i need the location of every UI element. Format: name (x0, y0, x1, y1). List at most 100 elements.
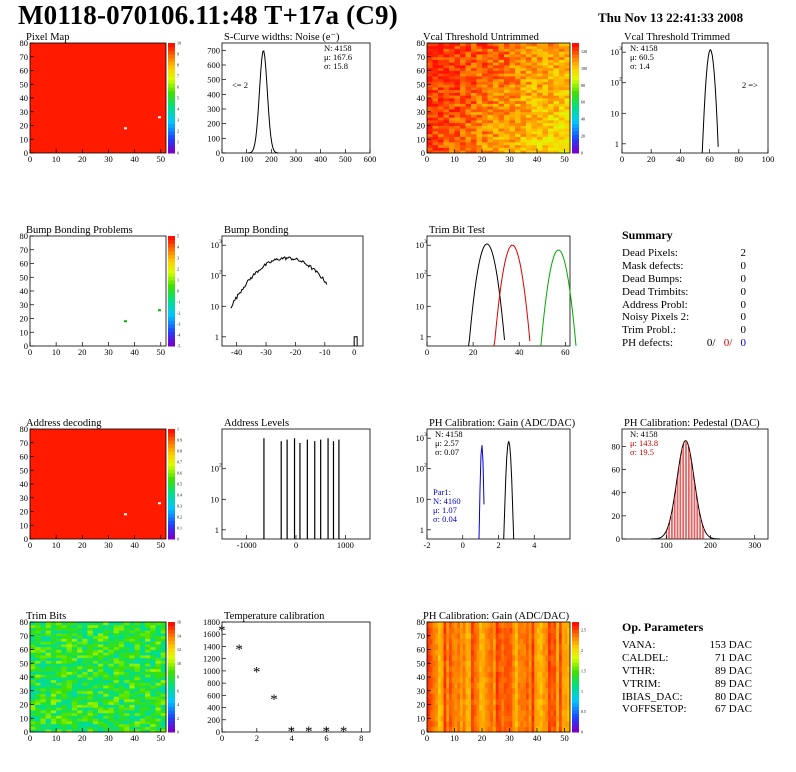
heatmap-cell (454, 106, 461, 110)
heatmap-cell (526, 147, 532, 151)
heatmap-cell (139, 696, 146, 700)
colorbar-tick-label: 0.9 (177, 438, 182, 443)
heatmap-cell (118, 641, 125, 645)
heatmap-cell (77, 693, 83, 697)
heatmap-cell (531, 660, 535, 667)
heatmap-cell (145, 644, 151, 648)
colorbar-segment (572, 94, 579, 99)
heatmap-cell (432, 644, 436, 650)
x-tick-label: 0 (28, 154, 32, 164)
heatmap-cell (561, 649, 565, 656)
heatmap-cell (482, 715, 486, 722)
heatmap-cell (87, 666, 94, 670)
heatmap-cell (443, 100, 450, 104)
heatmap-cell (465, 638, 469, 645)
heatmap-cell (451, 677, 455, 683)
colorbar-segment (168, 243, 175, 248)
y-tick-label: 10 (417, 713, 426, 723)
heatmap-cell (553, 114, 560, 118)
heatmap-cell (45, 624, 52, 628)
heatmap-cell (504, 710, 508, 716)
table-row: Noisy Pixels 2: 0 (622, 311, 746, 324)
heatmap-cell (567, 644, 571, 650)
heatmap-cell (515, 144, 521, 148)
heatmap-cell (471, 142, 477, 146)
heatmap-cell (556, 633, 560, 639)
heatmap-cell (438, 688, 442, 694)
y-tick-label: 80 (20, 231, 29, 241)
heatmap-cell (82, 674, 88, 678)
heatmap-cell (526, 682, 530, 689)
heatmap-cell (526, 133, 532, 137)
heatmap-cell (537, 125, 543, 129)
heatmap-cell (443, 51, 450, 55)
colorbar-segment (168, 145, 175, 150)
histogram-line (230, 256, 328, 309)
heatmap-cell (113, 633, 120, 637)
heatmap-cell (118, 674, 125, 678)
heatmap-cell (548, 117, 554, 121)
heatmap-cell (526, 142, 532, 146)
heatmap-cell (509, 693, 513, 700)
heatmap-cell (473, 677, 477, 683)
heatmap-cell (451, 699, 455, 705)
heatmap-cell (515, 117, 521, 121)
heatmap-cell (87, 688, 94, 692)
colorbar-segment (168, 283, 175, 288)
row-label: IBIAS_DAC: (622, 690, 683, 703)
row-value: 0 (740, 298, 747, 311)
heatmap-cell (512, 682, 516, 689)
heatmap-cell (542, 693, 546, 700)
heatmap-cell (443, 128, 450, 132)
heatmap-cell (118, 712, 125, 716)
heatmap-cell (87, 677, 94, 681)
heatmap-cell (443, 622, 447, 628)
heatmap-cell (35, 663, 41, 667)
heatmap-cell (71, 638, 78, 642)
heatmap-cell (531, 693, 535, 700)
heatmap-cell (465, 633, 469, 639)
colorbar-segment (168, 327, 175, 332)
heatmap-cell (548, 699, 552, 705)
heatmap-cell (487, 54, 494, 58)
heatmap-cell (482, 699, 486, 705)
heatmap-cell (145, 627, 151, 631)
heatmap-cell (498, 125, 505, 129)
x-tick-label: 20 (478, 154, 487, 164)
heatmap-cell (139, 729, 146, 733)
colorbar-tick-label: 0 (177, 151, 179, 156)
heatmap-cell (526, 45, 532, 49)
y-tick-label: 1 (215, 332, 219, 342)
x-tick-label: 0 (425, 154, 429, 164)
heatmap-cell (429, 682, 433, 689)
heatmap-cell (118, 677, 125, 681)
heatmap-cell (498, 76, 505, 80)
heatmap-cell (487, 65, 494, 69)
heatmap-cell (155, 644, 162, 648)
heatmap-cell (504, 65, 510, 69)
heatmap-cell (471, 660, 475, 667)
chart-title: Trim Bits (26, 611, 66, 622)
heatmap-cell (150, 726, 156, 730)
heatmap-cell (490, 726, 494, 733)
heatmap-cell (531, 726, 535, 733)
y-tick-label: 20 (20, 507, 29, 517)
heatmap-cell (564, 117, 571, 121)
heatmap-cell (40, 660, 47, 664)
heatmap-cell (98, 641, 104, 645)
heatmap-cell (427, 59, 433, 63)
heatmap-cell (567, 704, 571, 711)
x-tick-label: 50 (157, 154, 166, 164)
heatmap-cell (155, 646, 162, 650)
heatmap-cell (528, 622, 532, 628)
heatmap-cell (509, 59, 516, 63)
x-tick-label: 40 (130, 733, 139, 743)
colorbar-segment (168, 636, 175, 641)
plot-frame (221, 428, 371, 540)
heatmap-cell (443, 95, 450, 99)
heatmap-cell (118, 701, 125, 705)
heatmap-cell (493, 139, 499, 143)
y-tick-label: 80 (417, 617, 426, 627)
heatmap-cell (134, 715, 141, 719)
hot-pixel (157, 116, 161, 119)
